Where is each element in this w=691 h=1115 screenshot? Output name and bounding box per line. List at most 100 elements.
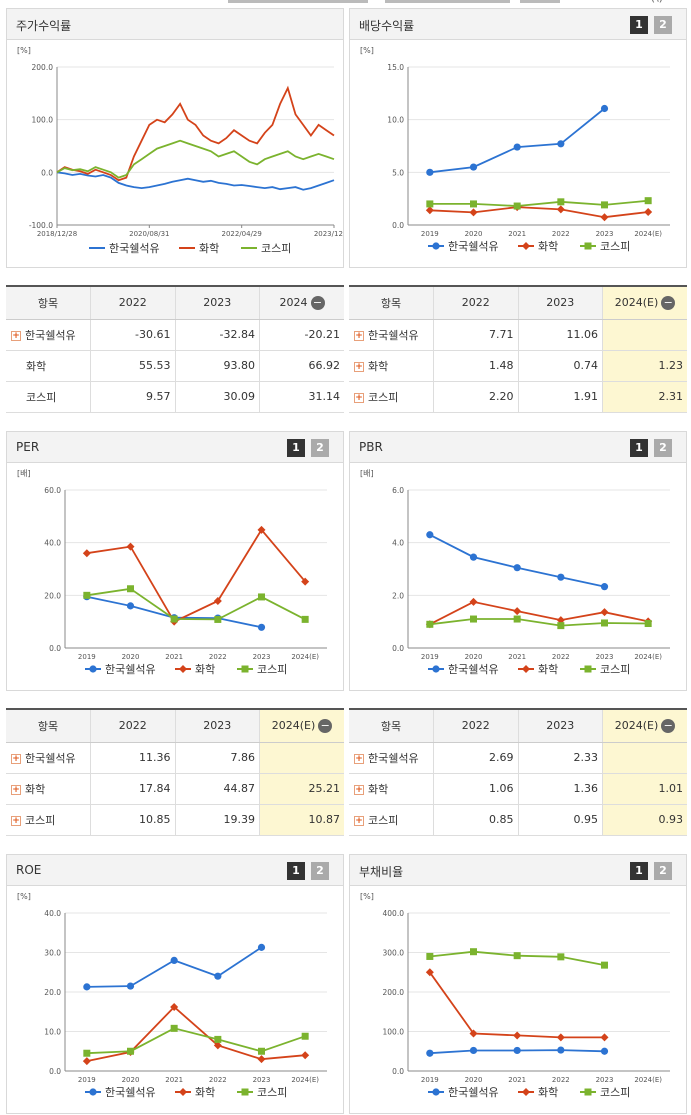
expand-icon[interactable]: + [354,815,364,826]
data-point-sector [600,213,609,222]
page-2-button[interactable]: 2 [654,862,672,880]
data-point-sector [301,577,310,586]
expand-icon[interactable]: + [11,330,21,341]
y-tick-label: 0.0 [41,168,53,177]
pbr-table: 항목 2022 2023 2024(E) − + 한국쉘석유 2.69 2.33 + 화학 1.06 1… [349,708,687,836]
value-cell: 2.20 [433,381,518,413]
x-tick-label: 2023 [596,230,614,238]
column-header: 항목 [6,709,91,743]
page-2-button[interactable]: 2 [654,16,672,34]
table-row: 코스피 9.57 30.09 31.14 [6,381,344,413]
table-row: + 한국쉘석유 2.69 2.33 [349,742,687,774]
value-cell: -20.21 [259,319,344,351]
collapse-icon[interactable]: − [310,295,325,310]
legend-label-sector: 화학 [195,1086,215,1099]
data-point-kospi [258,593,265,601]
collapse-icon[interactable]: − [318,718,333,733]
row-label: 한국쉘석유 [25,328,76,342]
row-label-cell: + 화학 [349,350,434,382]
expand-icon[interactable]: + [11,815,21,826]
data-point-kospi [601,201,608,209]
y-tick-label: 10.0 [44,1028,61,1037]
data-point-company [513,564,521,572]
data-point-company [513,143,521,151]
legend-label-kospi: 코스피 [600,1086,630,1099]
y-unit-label: [배] [360,469,374,478]
column-header: 2022 [433,709,518,743]
data-point-sector [469,1029,478,1038]
legend-marker-sector [179,1088,187,1096]
table-row: + 코스피 2.20 1.91 2.31 [349,381,687,413]
column-header: 2024− [259,286,344,320]
column-header-label: 2023 [546,296,575,310]
row-label: 화학 [25,782,46,796]
y-unit-label: [%] [17,46,31,55]
series-line-sector [56,85,335,182]
value-cell [602,319,687,351]
column-header-label: 항목 [380,296,402,310]
x-tick-label: 2022 [209,1076,227,1084]
page-2-button[interactable]: 2 [311,862,329,880]
series-line-company [86,946,262,988]
x-tick-label: 2019 [78,653,96,661]
data-point-company [469,163,478,171]
value-cell: 7.86 [174,742,260,774]
table-row: + 코스피 10.85 19.39 10.87 [6,804,344,836]
expand-icon[interactable]: + [354,330,364,341]
collapse-icon[interactable]: − [661,295,676,310]
expand-icon[interactable]: + [354,361,364,372]
y-tick-label: -100.0 [29,221,53,230]
data-point-kospi [83,1049,91,1057]
legend-label-sector: 화학 [199,242,219,255]
page-1-button[interactable]: 1 [630,862,648,880]
collapse-icon[interactable]: − [661,718,676,733]
data-point-company [426,531,434,539]
data-point-company [257,943,266,951]
expand-icon[interactable]: + [354,753,364,764]
panel-header: 주가수익률 [7,9,343,40]
page-1-button[interactable]: 1 [287,439,305,457]
data-point-sector [556,205,565,214]
value-cell: 9.57 [90,381,175,413]
expand-icon[interactable]: + [354,784,364,795]
legend-label-kospi: 코스피 [261,242,291,255]
expand-icon[interactable]: + [11,784,21,795]
expand-icon[interactable]: + [11,753,21,764]
value-cell: 2.31 [602,381,687,413]
row-label: 한국쉘석유 [368,328,419,342]
page-1-button[interactable]: 1 [287,862,305,880]
legend-marker-sector [179,665,187,673]
page-2-button[interactable]: 2 [654,439,672,457]
x-tick-label: 2018/12/28 [37,230,77,238]
value-cell: 44.87 [174,773,260,805]
panel-title: 주가수익률 [16,19,72,33]
value-cell: -30.61 [90,319,175,351]
y-tick-label: 40.0 [44,909,61,918]
data-point-company [557,573,565,581]
roe-chart: [%] 40.0 30.0 20.0 10.0 0.0 2019 2020 2021 2022 20… [17,892,327,1099]
stock-return-table: 항목 2022 2023 2024− + 한국쉘석유 -30.61 -32.84 -20.21 화… [6,285,344,413]
data-point-kospi [127,1047,134,1055]
value-cell: 93.80 [174,350,260,382]
data-point-kospi [557,622,565,630]
data-point-company [557,140,565,148]
row-label-cell: + 한국쉘석유 [349,319,434,351]
panel-title: 배당수익률 [359,19,415,33]
value-cell: 0.85 [433,804,518,836]
page-1-button[interactable]: 1 [630,16,648,34]
x-tick-label: 2022 [552,230,570,238]
column-header-label: 2022 [461,719,490,733]
series-line-sector [86,1005,306,1062]
data-point-sector [301,1051,310,1060]
data-point-sector [556,1033,565,1042]
y-tick-label: 4.0 [392,539,404,548]
y-tick-label: 100.0 [383,1028,405,1037]
page-1-button[interactable]: 1 [630,439,648,457]
expand-icon[interactable]: + [354,392,364,403]
page-2-button[interactable]: 2 [311,439,329,457]
legend-marker-kospi [241,1088,249,1096]
legend-marker-kospi [584,242,592,250]
value-cell: 7.71 [433,319,518,351]
legend-marker-company [89,1088,97,1096]
legend-marker-company [432,242,440,250]
